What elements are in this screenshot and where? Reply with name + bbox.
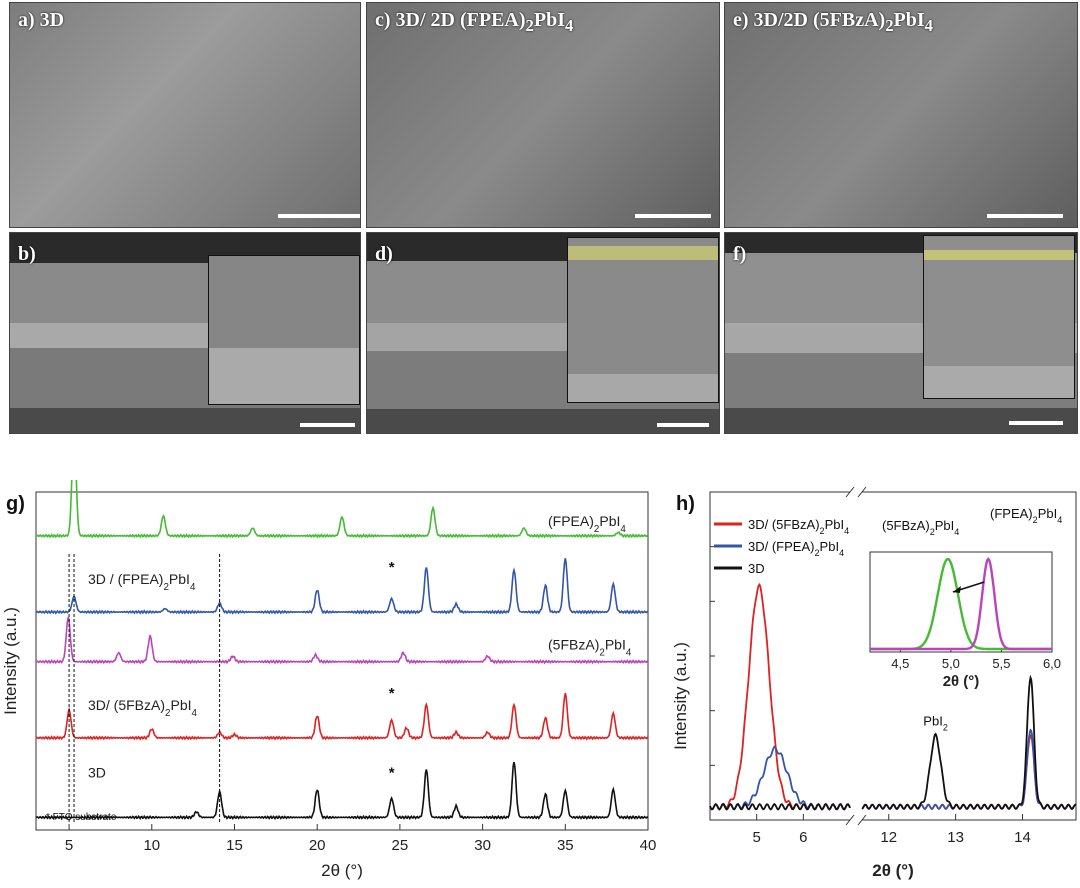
- inset-series--FPEA-2PbI4: [870, 557, 1052, 651]
- y-axis-label: Intensity (a.u.): [1, 607, 20, 715]
- legend-label: 3D/ (5FBzA)2PbI4: [748, 517, 849, 536]
- series-line-3D-FPEA-2PbI4: [35, 558, 649, 615]
- y-axis-label: Intensity (a.u.): [671, 642, 690, 750]
- inset-x-tick-label: 5,0: [942, 656, 960, 671]
- zoom-inset: [923, 235, 1075, 399]
- x-tick-label: 14: [1014, 829, 1031, 846]
- series-line-left-3D-5FBzA-2PbI4: [709, 582, 851, 811]
- series-line-right-3D-5FBzA-2PbI4: [861, 733, 1077, 810]
- x-tick-label: 13: [947, 829, 964, 846]
- inset-x-tick-label: 5,5: [992, 656, 1010, 671]
- series-label: 3D: [88, 764, 106, 780]
- sem-panel-f: f): [724, 232, 1078, 434]
- x-tick-label: 15: [226, 837, 243, 854]
- panel-label-e: e) 3D/2D (5FBzA)2PbI4: [733, 9, 933, 35]
- series-line-3D-5FBzA-2PbI4: [35, 692, 649, 741]
- inset-x-tick-label: 4,5: [891, 656, 909, 671]
- sem-panel-b: b): [9, 232, 361, 434]
- series-line--5FBzA-2PbI4: [35, 616, 649, 665]
- inset-x-axis-label: 2θ (°): [943, 673, 980, 690]
- footnote-fto: * FTO substrate: [46, 812, 117, 823]
- pbi2-annotation: PbI2: [923, 714, 948, 733]
- zoom-inset: [208, 255, 360, 405]
- x-tick-label: 6: [799, 829, 807, 846]
- x-axis-label: 2θ (°): [321, 861, 363, 880]
- series-line--FPEA-2PbI4: [35, 480, 649, 539]
- sem-panel-d: d): [366, 232, 720, 434]
- x-tick-label: 5: [752, 829, 760, 846]
- scale-bar: [300, 423, 355, 427]
- asterisk-annotation: *: [389, 559, 395, 576]
- xrd-chart-h: h) 5 6 12 13 14 2θ (°) Intensity (a.u.) PbI2 3D/ …: [671, 486, 1077, 880]
- inset-series-label: (FPEA)2PbI4: [990, 506, 1062, 525]
- shift-arrow-head: [952, 586, 961, 593]
- zoom-inset: [567, 237, 719, 403]
- x-axis-label: 2θ (°): [872, 861, 914, 880]
- legend-label: 3D/ (FPEA)2PbI4: [748, 539, 844, 558]
- series-label: 3D / (FPEA)2PbI4: [88, 571, 196, 593]
- x-tick-label: 30: [474, 837, 491, 854]
- x-tick-label: 12: [880, 829, 897, 846]
- scale-bar: [635, 214, 711, 218]
- scale-bar: [987, 214, 1063, 218]
- scale-bar: [278, 214, 360, 218]
- sem-panel-e: e) 3D/2D (5FBzA)2PbI4: [724, 2, 1078, 228]
- series-line-3D: [35, 761, 649, 821]
- panel-label-c: c) 3D/ 2D (FPEA)2PbI4: [375, 9, 574, 35]
- series-line-right-3D-FPEA-2PbI4: [861, 728, 1077, 810]
- scale-bar: [657, 423, 709, 427]
- scale-bar: [1009, 421, 1063, 425]
- axis-break-mark-top: [845, 486, 867, 498]
- x-tick-label: 40: [640, 837, 657, 854]
- x-tick-label: 10: [143, 837, 160, 854]
- inset-series-label: (5FBzA)2PbI4: [882, 518, 959, 537]
- panel-label-g: g): [6, 493, 25, 515]
- xrd-chart-g: g) 5 10 15 20 25 30 35 40 2θ (°) Intensity (a.u.) (…: [1, 480, 657, 880]
- series-line-right-3D: [861, 674, 1077, 810]
- panel-label-d: d): [375, 243, 393, 265]
- x-tick-label: 20: [309, 837, 326, 854]
- panel-label-a: a) 3D: [18, 9, 65, 31]
- series-label: (5FBzA)2PbI4: [548, 637, 632, 659]
- x-tick-label: 25: [392, 837, 409, 854]
- series-label: 3D/ (5FBzA)2PbI4: [88, 697, 198, 719]
- panel-label-b: b): [18, 243, 36, 265]
- inset-frame: [869, 551, 1053, 653]
- series-label: (FPEA)2PbI4: [548, 513, 626, 535]
- x-tick-label: 35: [557, 837, 574, 854]
- asterisk-annotation: *: [389, 764, 395, 781]
- sem-panel-c: c) 3D/ 2D (FPEA)2PbI4: [366, 2, 720, 228]
- panel-label-h: h): [676, 493, 695, 515]
- axis-break-gap: [850, 488, 862, 824]
- x-tick-label: 5: [65, 837, 73, 854]
- axis-break-mark-bottom: [845, 814, 867, 826]
- legend-label: 3D: [748, 561, 765, 576]
- sem-panel-a: a) 3D: [9, 2, 361, 228]
- panel-label-f: f): [733, 243, 747, 265]
- series-line-left-3D: [709, 802, 851, 811]
- inset-x-tick-label: 6,0: [1043, 656, 1061, 671]
- asterisk-annotation: *: [389, 685, 395, 702]
